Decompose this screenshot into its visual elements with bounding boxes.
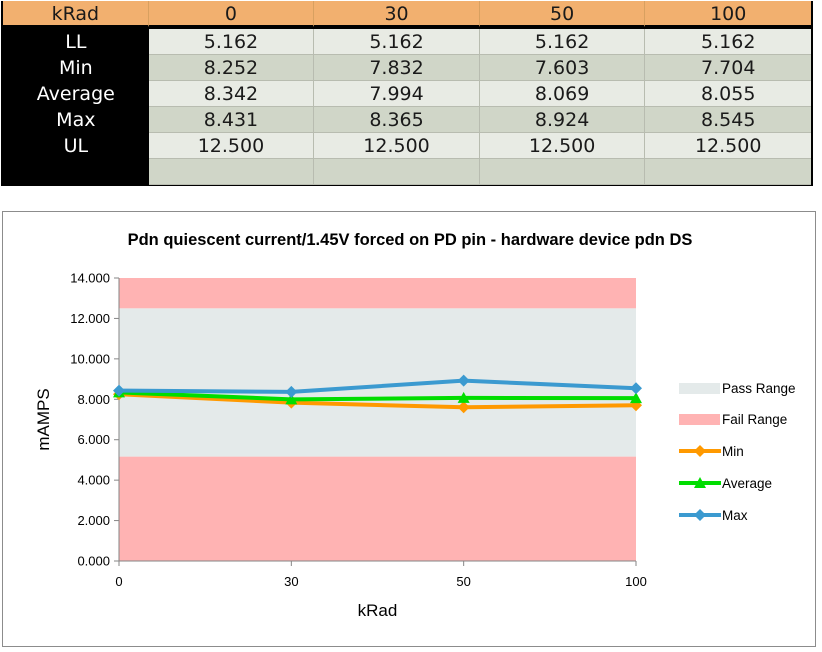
x-tick-label: 50 — [456, 574, 470, 589]
average-series-line — [118, 390, 637, 402]
table-cell: 8.055 — [645, 81, 812, 107]
table-cell: 8.365 — [314, 107, 480, 133]
legend-label: Average — [722, 476, 772, 491]
table-cell: 8.342 — [148, 81, 315, 107]
table-cell: 8.431 — [148, 107, 315, 133]
x-tick-label: 100 — [625, 574, 647, 589]
average-data-point — [630, 392, 642, 404]
chart-plot: 0.000 2.000 4.000 6.000 8.000 10.000 12.000 14.… — [34, 271, 796, 621]
table-cell: 5.162 — [148, 29, 315, 55]
max-data-point — [630, 382, 642, 395]
table-cell: 5.162 — [645, 29, 812, 55]
header-label: kRad — [3, 1, 149, 27]
table-row: Max 8.431 8.365 8.924 8.545 — [3, 107, 812, 133]
table-cell: 7.603 — [479, 55, 646, 81]
y-tick-label: 0.000 — [77, 554, 110, 569]
line-chart: Pdn quiescent current/1.45V forced on PD… — [2, 211, 816, 647]
table-cell: 8.069 — [479, 81, 646, 107]
row-label: Max — [3, 107, 149, 133]
table-cell — [479, 159, 646, 185]
row-label: Min — [3, 55, 149, 81]
legend-marker — [694, 445, 706, 457]
max-data-point — [113, 384, 125, 397]
max-series-line — [118, 378, 637, 394]
table-row — [3, 159, 812, 185]
legend-label: Pass Range — [722, 381, 796, 396]
fail-range-band — [119, 456, 636, 561]
data-table: kRad 0 30 50 100 LL 5.162 5.162 5.162 5.… — [1, 1, 813, 186]
x-axis-label: kRad — [358, 601, 398, 620]
legend-marker — [694, 477, 706, 488]
table-cell: 5.162 — [479, 29, 646, 55]
chart-title: Pdn quiescent current/1.45V forced on PD… — [127, 231, 693, 249]
min-data-point — [457, 401, 470, 414]
table-cell: 12.500 — [314, 133, 480, 159]
y-tick-label: 14.000 — [70, 271, 110, 286]
pass-range-band — [119, 308, 636, 457]
y-tick-label: 6.000 — [77, 432, 110, 447]
row-label — [3, 159, 149, 185]
y-tick-label: 10.000 — [70, 351, 110, 366]
x-tick-label: 0 — [115, 574, 122, 589]
table-cell — [645, 159, 812, 185]
y-tick-label: 4.000 — [77, 473, 110, 488]
table-cell: 7.994 — [314, 81, 480, 107]
row-label: Average — [3, 81, 149, 107]
header-col: 100 — [645, 1, 812, 27]
table-cell: 8.924 — [479, 107, 646, 133]
row-label: LL — [3, 29, 149, 55]
table-row: Average 8.342 7.994 8.069 8.055 — [3, 81, 812, 107]
table-row: UL 12.500 12.500 12.500 12.500 — [3, 133, 812, 159]
x-tick-label: 30 — [284, 574, 298, 589]
table-cell: 5.162 — [314, 29, 480, 55]
table-cell: 12.500 — [148, 133, 315, 159]
y-tick-label: 2.000 — [77, 513, 110, 528]
fail-range-band — [119, 278, 636, 309]
header-col: 30 — [314, 1, 480, 27]
max-data-point — [285, 385, 298, 398]
y-tick-label: 12.000 — [70, 311, 110, 326]
header-col: 50 — [479, 1, 646, 27]
min-series-line — [118, 392, 637, 410]
table-row: LL 5.162 5.162 5.162 5.162 — [3, 29, 812, 55]
average-data-point — [285, 393, 298, 405]
table-cell: 12.500 — [645, 133, 812, 159]
table-cell: 8.252 — [148, 55, 315, 81]
table-cell: 8.545 — [645, 107, 812, 133]
y-axis-label: mAMPS — [34, 388, 53, 450]
table-cell: 12.500 — [479, 133, 646, 159]
table-header-row: kRad 0 30 50 100 — [3, 1, 812, 27]
y-tick-label: 8.000 — [77, 392, 110, 407]
legend-swatch-box — [679, 383, 720, 394]
legend-label: Max — [722, 508, 748, 523]
legend-label: Min — [722, 444, 744, 459]
table-row: Min 8.252 7.832 7.603 7.704 — [3, 55, 812, 81]
table-cell — [314, 159, 480, 185]
table-cell: 7.704 — [645, 55, 812, 81]
legend-marker — [694, 509, 706, 521]
table-cell: 7.832 — [314, 55, 480, 81]
legend-swatch-box — [679, 414, 720, 425]
row-label: UL — [3, 133, 149, 159]
header-col: 0 — [148, 1, 315, 27]
max-data-point — [457, 374, 470, 387]
table-cell — [148, 159, 315, 185]
average-data-point — [457, 391, 470, 403]
legend-label: Fail Range — [722, 412, 787, 427]
